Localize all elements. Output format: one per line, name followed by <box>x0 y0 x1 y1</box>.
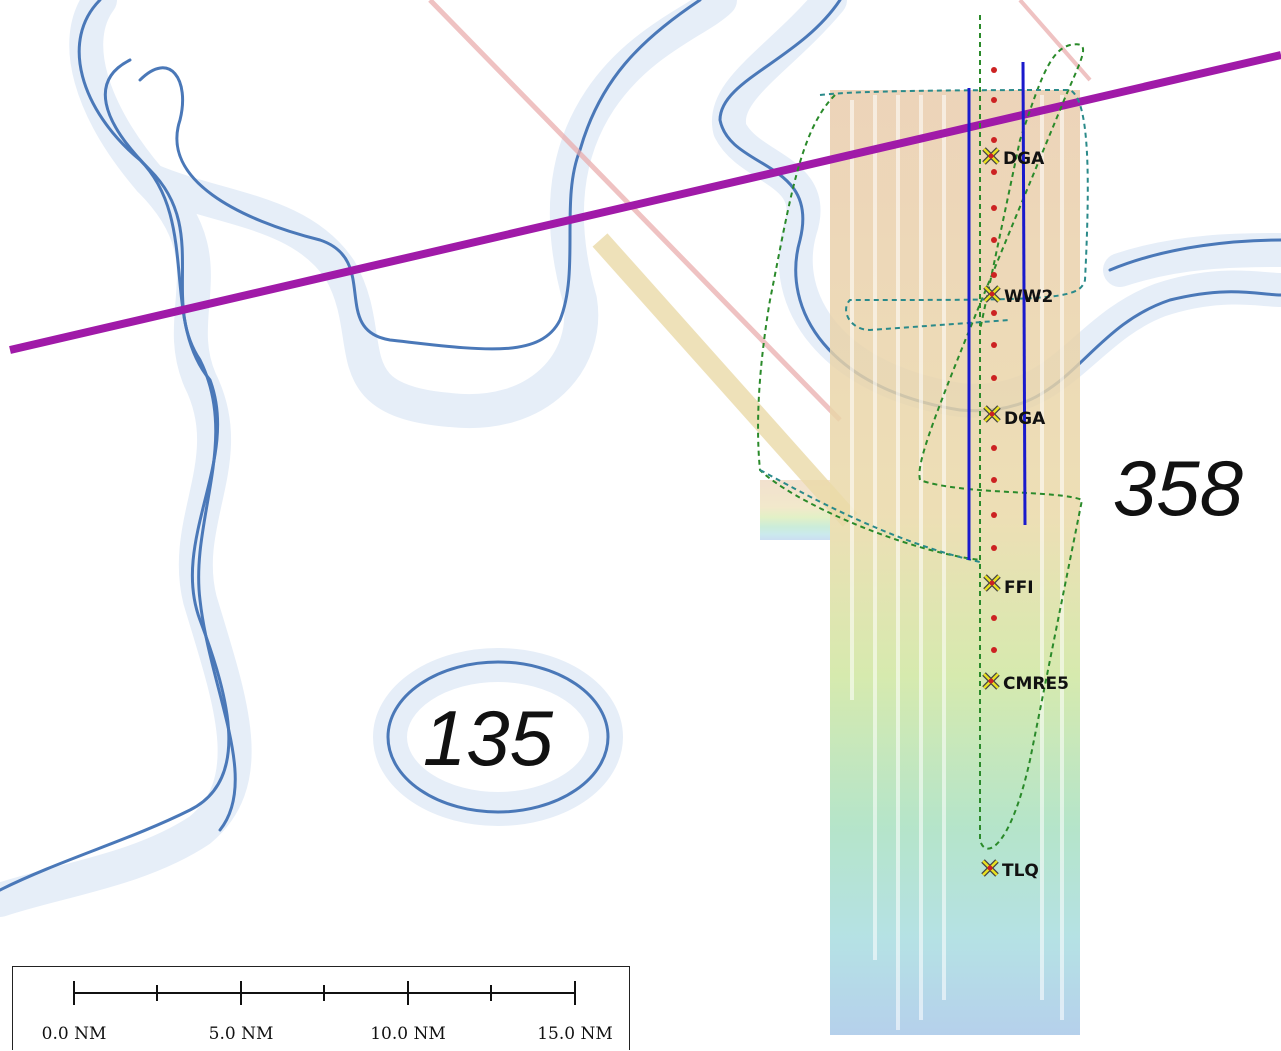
waypoint-cross-icon <box>981 859 999 877</box>
waypoint-label: CMRE5 <box>1003 674 1069 694</box>
depth-label-135: 135 <box>423 694 554 782</box>
waypoint-cmre5[interactable]: CMRE5 <box>982 672 1069 694</box>
scale-label: 5.0 NM <box>209 1024 274 1044</box>
waypoint-label: DGA <box>1004 409 1046 429</box>
scale-label: 0.0 NM <box>42 1024 107 1044</box>
survey-swath-area <box>592 90 1080 1035</box>
planned-route-line <box>9 51 1281 354</box>
waypoint-cross-icon <box>983 405 1001 423</box>
scale-bar: 0.0 NM 5.0 NM 10.0 NM 15.0 NM <box>12 966 630 1050</box>
sampling-dots <box>991 67 997 653</box>
waypoint-label: TLQ <box>1002 861 1039 881</box>
depth-contour-lines <box>0 0 1281 892</box>
planned-path-loops <box>757 15 1089 850</box>
waypoint-label: FFI <box>1004 578 1034 598</box>
waypoint-dga-1[interactable]: DGA <box>982 147 1045 169</box>
waypoint-tlq[interactable]: TLQ <box>981 859 1039 881</box>
scale-bar-graphic: 0.0 NM 5.0 NM 10.0 NM 15.0 NM <box>42 981 613 1044</box>
faint-route-line <box>428 0 842 422</box>
waypoint-cross-icon <box>983 285 1001 303</box>
waypoint-cross-icon <box>982 147 1000 165</box>
faint-route-line-2 <box>1018 0 1092 82</box>
waypoint-cross-icon <box>983 574 1001 592</box>
vehicle-tracks <box>967 61 1027 560</box>
waypoint-label: WW2 <box>1004 287 1053 307</box>
waypoint-label: DGA <box>1003 149 1045 169</box>
scale-label: 10.0 NM <box>370 1024 446 1044</box>
waypoint-dga-2[interactable]: DGA <box>983 405 1046 429</box>
waypoint-cross-icon <box>982 672 1000 690</box>
waypoint-ww2[interactable]: WW2 <box>983 285 1053 307</box>
depth-contour-halos <box>0 0 1281 917</box>
scale-label: 15.0 NM <box>537 1024 613 1044</box>
waypoint-ffi[interactable]: FFI <box>983 574 1034 598</box>
depth-label-358: 358 <box>1113 444 1243 532</box>
